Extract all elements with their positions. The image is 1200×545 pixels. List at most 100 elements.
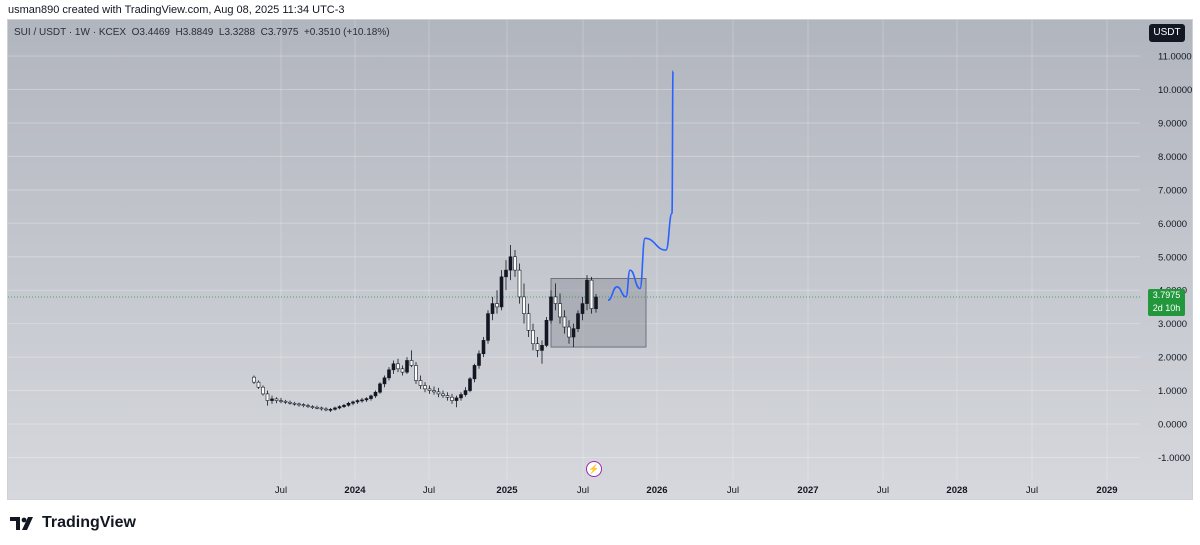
candle-body [418, 380, 423, 386]
candle-body [328, 408, 333, 411]
candle-body [301, 404, 306, 406]
last-price-badge: 3.7975 2d 10h [1148, 289, 1185, 316]
candle-body [405, 360, 409, 373]
candle-body [265, 393, 270, 401]
candle-body [490, 303, 495, 314]
candle-body [580, 303, 585, 314]
y-tick-label: 9.0000 [1158, 118, 1187, 129]
candle-body [558, 303, 562, 318]
candle-body [495, 303, 499, 308]
candle-body [436, 391, 441, 395]
candle-body [549, 296, 553, 321]
candle-body [571, 328, 576, 338]
y-tick-label: 8.0000 [1158, 152, 1187, 163]
x-tick-label: 2026 [646, 485, 667, 496]
x-tick-label: 2027 [797, 485, 818, 496]
x-tick-label: Jul [423, 485, 435, 496]
candle-body [364, 398, 369, 401]
bar-countdown: 2d 10h [1152, 303, 1181, 313]
candle-body [522, 296, 526, 314]
candle-body [463, 390, 468, 395]
y-tick-label: 1.0000 [1158, 386, 1187, 397]
y-tick-label: 5.0000 [1158, 252, 1187, 263]
candle-body [589, 279, 594, 309]
y-tick-label: -1.0000 [1158, 453, 1190, 464]
candle-body [468, 378, 472, 391]
tradingview-logo-icon [10, 516, 33, 530]
candle-body [333, 407, 337, 410]
symbol-legend: SUI / USDT · 1W · KCEX O3.4469 H3.8849 L… [14, 27, 390, 38]
candle-body [445, 395, 450, 398]
candle-body [400, 368, 405, 373]
candle-body [427, 388, 432, 391]
candle-body [355, 400, 360, 403]
candle-body [378, 383, 382, 393]
currency-unit-badge[interactable]: USDT [1149, 24, 1185, 42]
x-tick-label: 2028 [946, 485, 967, 496]
candle-body [283, 400, 288, 403]
candle-body [508, 256, 513, 271]
candle-body [360, 399, 364, 402]
candle-body [351, 401, 355, 404]
candle-body [504, 269, 508, 278]
candle-body [553, 296, 558, 304]
candle-body [540, 345, 544, 351]
candle-body [585, 279, 589, 304]
brand-name: TradingView [42, 514, 136, 531]
candle-body [387, 369, 391, 379]
candle-body [414, 365, 418, 381]
x-tick-label: Jul [275, 485, 287, 496]
candle-body [486, 313, 490, 341]
candle-body [369, 395, 373, 399]
candle-body [562, 316, 567, 328]
candle-body [342, 404, 346, 407]
candle-body [297, 403, 301, 406]
candle-body [526, 313, 531, 331]
lightning-icon[interactable]: ⚡ [586, 461, 602, 477]
candle-body [423, 385, 427, 390]
candle-body [477, 353, 481, 366]
candle-body [279, 400, 283, 402]
x-tick-label: Jul [1026, 485, 1038, 496]
candle-body [337, 406, 342, 409]
candle-body [310, 406, 315, 408]
candle-body [306, 405, 310, 407]
candle-body [454, 397, 459, 401]
y-tick-label: 0.0000 [1158, 420, 1187, 431]
candle-body [517, 269, 522, 298]
y-tick-label: 10.0000 [1158, 85, 1192, 96]
candle-body [252, 376, 256, 383]
candle-body [513, 256, 517, 271]
last-price-value: 3.7975 [1152, 290, 1181, 300]
y-tick-label: 11.0000 [1158, 52, 1192, 63]
candle-body [567, 326, 571, 338]
x-tick-label: 2025 [496, 485, 518, 496]
candle-body [481, 340, 486, 355]
candle-body [346, 402, 351, 406]
x-tick-label: Jul [577, 485, 589, 496]
x-tick-label: 2024 [344, 485, 366, 496]
candle-body [373, 391, 378, 397]
candle-body [270, 398, 274, 401]
candle-body [432, 390, 436, 393]
tradingview-brand: TradingView [10, 514, 136, 532]
candle-body [441, 393, 445, 396]
x-tick-label: 2029 [1096, 485, 1117, 496]
y-tick-label: 3.0000 [1158, 319, 1187, 330]
candle-body [576, 313, 580, 329]
candle-body [396, 363, 400, 370]
candle-body [391, 363, 396, 371]
y-tick-label: 7.0000 [1158, 185, 1187, 196]
chart-caption: usman890 created with TradingView.com, A… [8, 4, 345, 16]
y-tick-label: 6.0000 [1158, 219, 1187, 230]
candle-body [450, 396, 454, 401]
chart-panel[interactable] [7, 19, 1193, 500]
candle-body [288, 401, 292, 404]
candle-body [315, 406, 319, 409]
candle-body [409, 360, 414, 366]
candle-body [274, 398, 279, 401]
candle-body [324, 408, 328, 411]
candle-body [531, 330, 535, 345]
range-box [550, 278, 647, 348]
y-tick-label: 2.0000 [1158, 353, 1187, 364]
